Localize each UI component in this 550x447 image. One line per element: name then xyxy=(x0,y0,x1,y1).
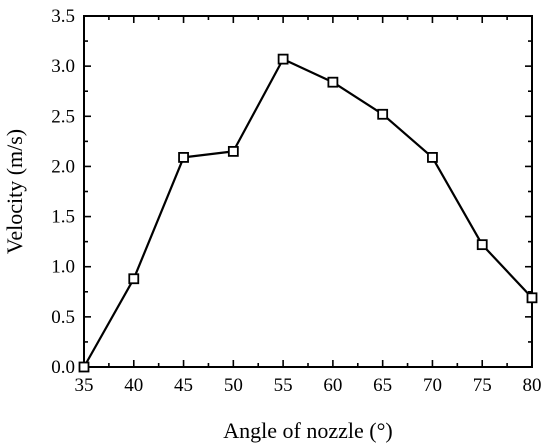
data-point xyxy=(427,152,438,163)
x-tick-label: 65 xyxy=(373,375,392,396)
plot-border xyxy=(83,15,533,368)
y-tick-label: 0.5 xyxy=(51,307,75,328)
data-point xyxy=(327,76,339,88)
x-tick-label: 35 xyxy=(75,375,94,396)
y-axis-title: Velocity (m/s) xyxy=(2,129,27,254)
x-tick-label: 40 xyxy=(124,375,143,396)
y-tick-label: 3.0 xyxy=(51,56,75,77)
series-layer xyxy=(78,53,538,373)
x-axis-title: Angle of nozzle (°) xyxy=(223,418,392,443)
y-tick-label: 1.5 xyxy=(51,207,75,228)
data-point xyxy=(78,361,90,373)
y-tick-label: 1.0 xyxy=(51,257,75,278)
data-point xyxy=(178,152,189,163)
data-point xyxy=(377,108,389,120)
y-tick-label: 2.0 xyxy=(51,156,75,177)
x-tick-label: 45 xyxy=(174,375,193,396)
data-point xyxy=(128,273,140,285)
x-tick-label: 80 xyxy=(523,375,542,396)
x-axis-ticks: 35 40 45 50 55 60 65 70 75 80 xyxy=(75,16,542,396)
x-tick-label: 55 xyxy=(274,375,293,396)
plot-frame xyxy=(83,15,533,368)
data-point xyxy=(227,145,239,157)
data-point xyxy=(277,53,289,65)
data-point xyxy=(526,292,538,304)
y-tick-label: 0.0 xyxy=(51,357,75,378)
x-tick-label: 75 xyxy=(473,375,492,396)
x-tick-label: 60 xyxy=(323,375,342,396)
y-tick-label: 3.5 xyxy=(51,6,75,27)
x-tick-label: 50 xyxy=(224,375,243,396)
y-axis-ticks: 0.0 0.5 1.0 1.5 2.0 2.5 3.0 3.5 xyxy=(51,6,532,378)
data-point xyxy=(476,239,488,251)
y-tick-label: 2.5 xyxy=(51,106,75,127)
series-line xyxy=(83,57,533,368)
x-tick-label: 70 xyxy=(423,375,442,396)
